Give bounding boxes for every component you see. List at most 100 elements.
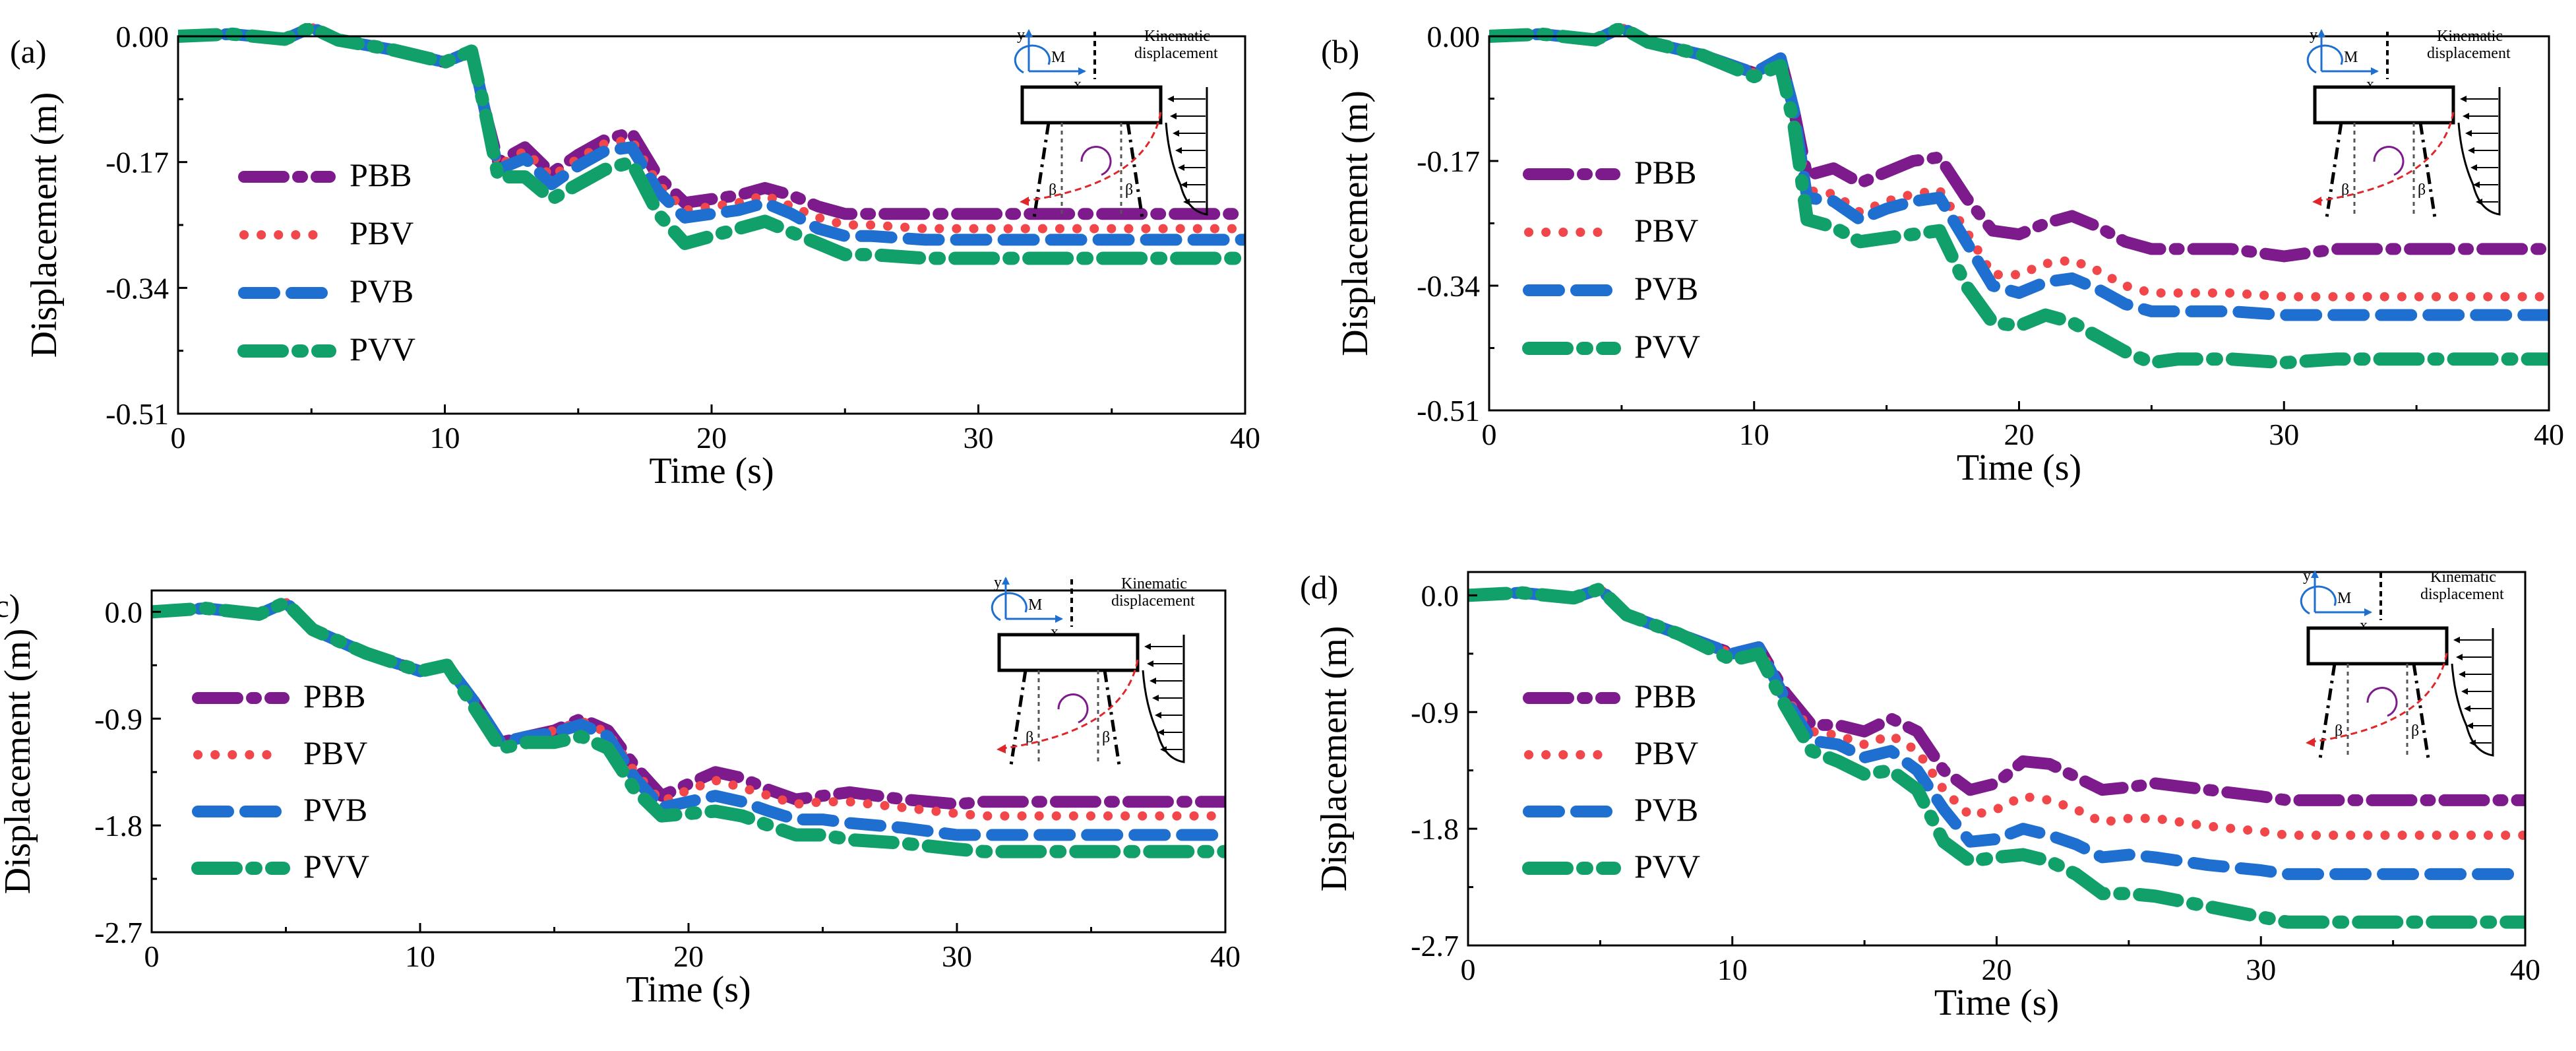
- panel-c: 0 10 20 30 40 0.0 -0.9 -1.8 -2.7 Time (s) Displace…: [0, 574, 1241, 1010]
- series-line-pvv: [1468, 582, 2525, 929]
- y-axis-arrowhead: [1025, 29, 1033, 37]
- moment-arc: [2306, 44, 2343, 74]
- pile-right: [2418, 122, 2437, 218]
- x-tick-label: 20: [673, 940, 704, 973]
- moment-arc: [1014, 44, 1051, 74]
- rotation-arc: [1080, 146, 1112, 176]
- kinematic-arrowhead: [1173, 130, 1179, 137]
- y-axis-glyph: y: [1017, 26, 1025, 44]
- panel-d: 0 10 20 30 40 0.0 -0.9 -1.8 -2.7 Time (s) Displace…: [1300, 567, 2540, 1023]
- legend-label-pvb: PVB: [1634, 270, 1698, 307]
- legend-label-pvb: PVB: [350, 272, 414, 309]
- y-tick-label: -0.17: [106, 146, 169, 179]
- kinematic-arrowhead: [2473, 181, 2480, 188]
- displacement-text: displacement: [1134, 45, 1218, 62]
- beta-left-glyph: β: [1049, 181, 1057, 199]
- kinematic-text: Kinematic: [1144, 28, 1210, 45]
- failure-arc-arrowhead: [997, 744, 1006, 753]
- y-tick-label: -2.7: [1411, 929, 1459, 963]
- pile-cap: [2306, 626, 2449, 666]
- y-axis-glyph: y: [2310, 26, 2317, 44]
- x-axis-arrowhead: [1055, 615, 1063, 623]
- beta-right-glyph: β: [2411, 722, 2419, 740]
- series-line-pvv: [152, 596, 1225, 858]
- legend-label-pbv: PBV: [1634, 734, 1698, 771]
- y-axis-label: Displacement (m): [1335, 90, 1376, 356]
- y-axis-label: Displacement (m): [0, 629, 38, 895]
- pile-left: [2325, 122, 2343, 218]
- series-line-pvb: [1468, 583, 2525, 880]
- moment-glyph: M: [2337, 590, 2351, 607]
- kinematic-arrowhead: [2469, 740, 2476, 746]
- kinematic-arrowhead: [1157, 729, 1164, 736]
- legend-label-pbv: PBV: [350, 214, 414, 251]
- kinematic-text: Kinematic: [1121, 575, 1187, 592]
- x-tick-label: 30: [2269, 418, 2299, 451]
- x-axis-label: Time (s): [649, 451, 774, 492]
- y-tick-label: 0.0: [105, 595, 143, 629]
- pile-left: [1009, 670, 1027, 766]
- kinematic-arrowhead: [2470, 164, 2477, 171]
- pile-right: [1103, 670, 1121, 766]
- x-tick-label: 40: [2510, 953, 2540, 986]
- x-tick-label: 30: [942, 940, 972, 973]
- legend-label-pbb: PBB: [303, 678, 366, 715]
- beta-right-glyph: β: [1102, 729, 1110, 746]
- x-axis-label: Time (s): [626, 969, 751, 1010]
- moment-glyph: M: [1028, 596, 1042, 614]
- y-tick-label: -1.8: [94, 809, 142, 843]
- rotation-arc: [1057, 693, 1089, 724]
- y-axis-glyph: y: [994, 574, 1002, 591]
- legend-label-pvv: PVV: [1634, 328, 1700, 365]
- y-axis-glyph: y: [2303, 567, 2311, 585]
- y-tick-label: -1.8: [1411, 812, 1459, 846]
- y-tick-label: -0.9: [94, 702, 142, 736]
- kinematic-arrowhead: [1181, 181, 1187, 188]
- x-tick-label: 20: [1982, 953, 2012, 986]
- legend-label-pbb: PBB: [1634, 154, 1697, 191]
- x-tick-label: 40: [1210, 940, 1241, 973]
- y-tick-label: 0.00: [116, 20, 169, 53]
- x-axis-label: Time (s): [1934, 982, 2059, 1023]
- rotation-arc: [2366, 687, 2398, 717]
- x-tick-label: 10: [1739, 418, 1769, 451]
- kinematic-arrowhead: [1170, 113, 1177, 119]
- legend-label-pvb: PVB: [1634, 791, 1698, 828]
- kinematic-arrowhead: [2456, 654, 2463, 660]
- y-axis-label: Displacement (m): [1314, 626, 1355, 892]
- kinematic-arrowhead: [1152, 695, 1159, 701]
- y-tick-label: 0.0: [1421, 579, 1459, 612]
- y-tick-label: -0.51: [106, 397, 169, 431]
- y-axis-label: Displacement (m): [24, 92, 65, 358]
- kinematic-arrowhead: [1144, 643, 1151, 650]
- y-tick-label: -2.7: [94, 916, 142, 949]
- moment-glyph: M: [1051, 49, 1065, 66]
- displacement-text: displacement: [1111, 592, 1195, 610]
- failure-arc-arrowhead: [1020, 197, 1029, 206]
- failure-arc-arrowhead: [2312, 197, 2321, 206]
- series-line-pbv: [152, 598, 1225, 821]
- beta-right-glyph: β: [2418, 181, 2426, 199]
- y-axis-arrowhead: [2317, 29, 2325, 37]
- y-axis-arrowhead: [2311, 570, 2319, 578]
- y-axis-arrowhead: [1002, 577, 1010, 585]
- kinematic-arrowhead: [2464, 705, 2470, 712]
- kinematic-arrowhead: [1167, 96, 1174, 102]
- y-tick-label: -0.34: [1417, 269, 1480, 303]
- pile-left: [1032, 122, 1051, 218]
- rotation-arc: [2373, 146, 2405, 176]
- beta-right-glyph: β: [1125, 181, 1133, 199]
- x-tick-label: 20: [696, 421, 727, 455]
- moment-arc: [991, 592, 1027, 621]
- kinematic-arrowhead: [2460, 96, 2467, 102]
- x-tick-label: 40: [1230, 421, 1260, 455]
- failure-arc-arrowhead: [2306, 738, 2315, 747]
- y-tick-label: -0.9: [1411, 695, 1459, 729]
- beta-left-glyph: β: [2335, 722, 2343, 740]
- pile-cap: [1020, 85, 1163, 125]
- x-tick-label: 30: [964, 421, 994, 455]
- legend-label-pvv: PVV: [350, 331, 415, 367]
